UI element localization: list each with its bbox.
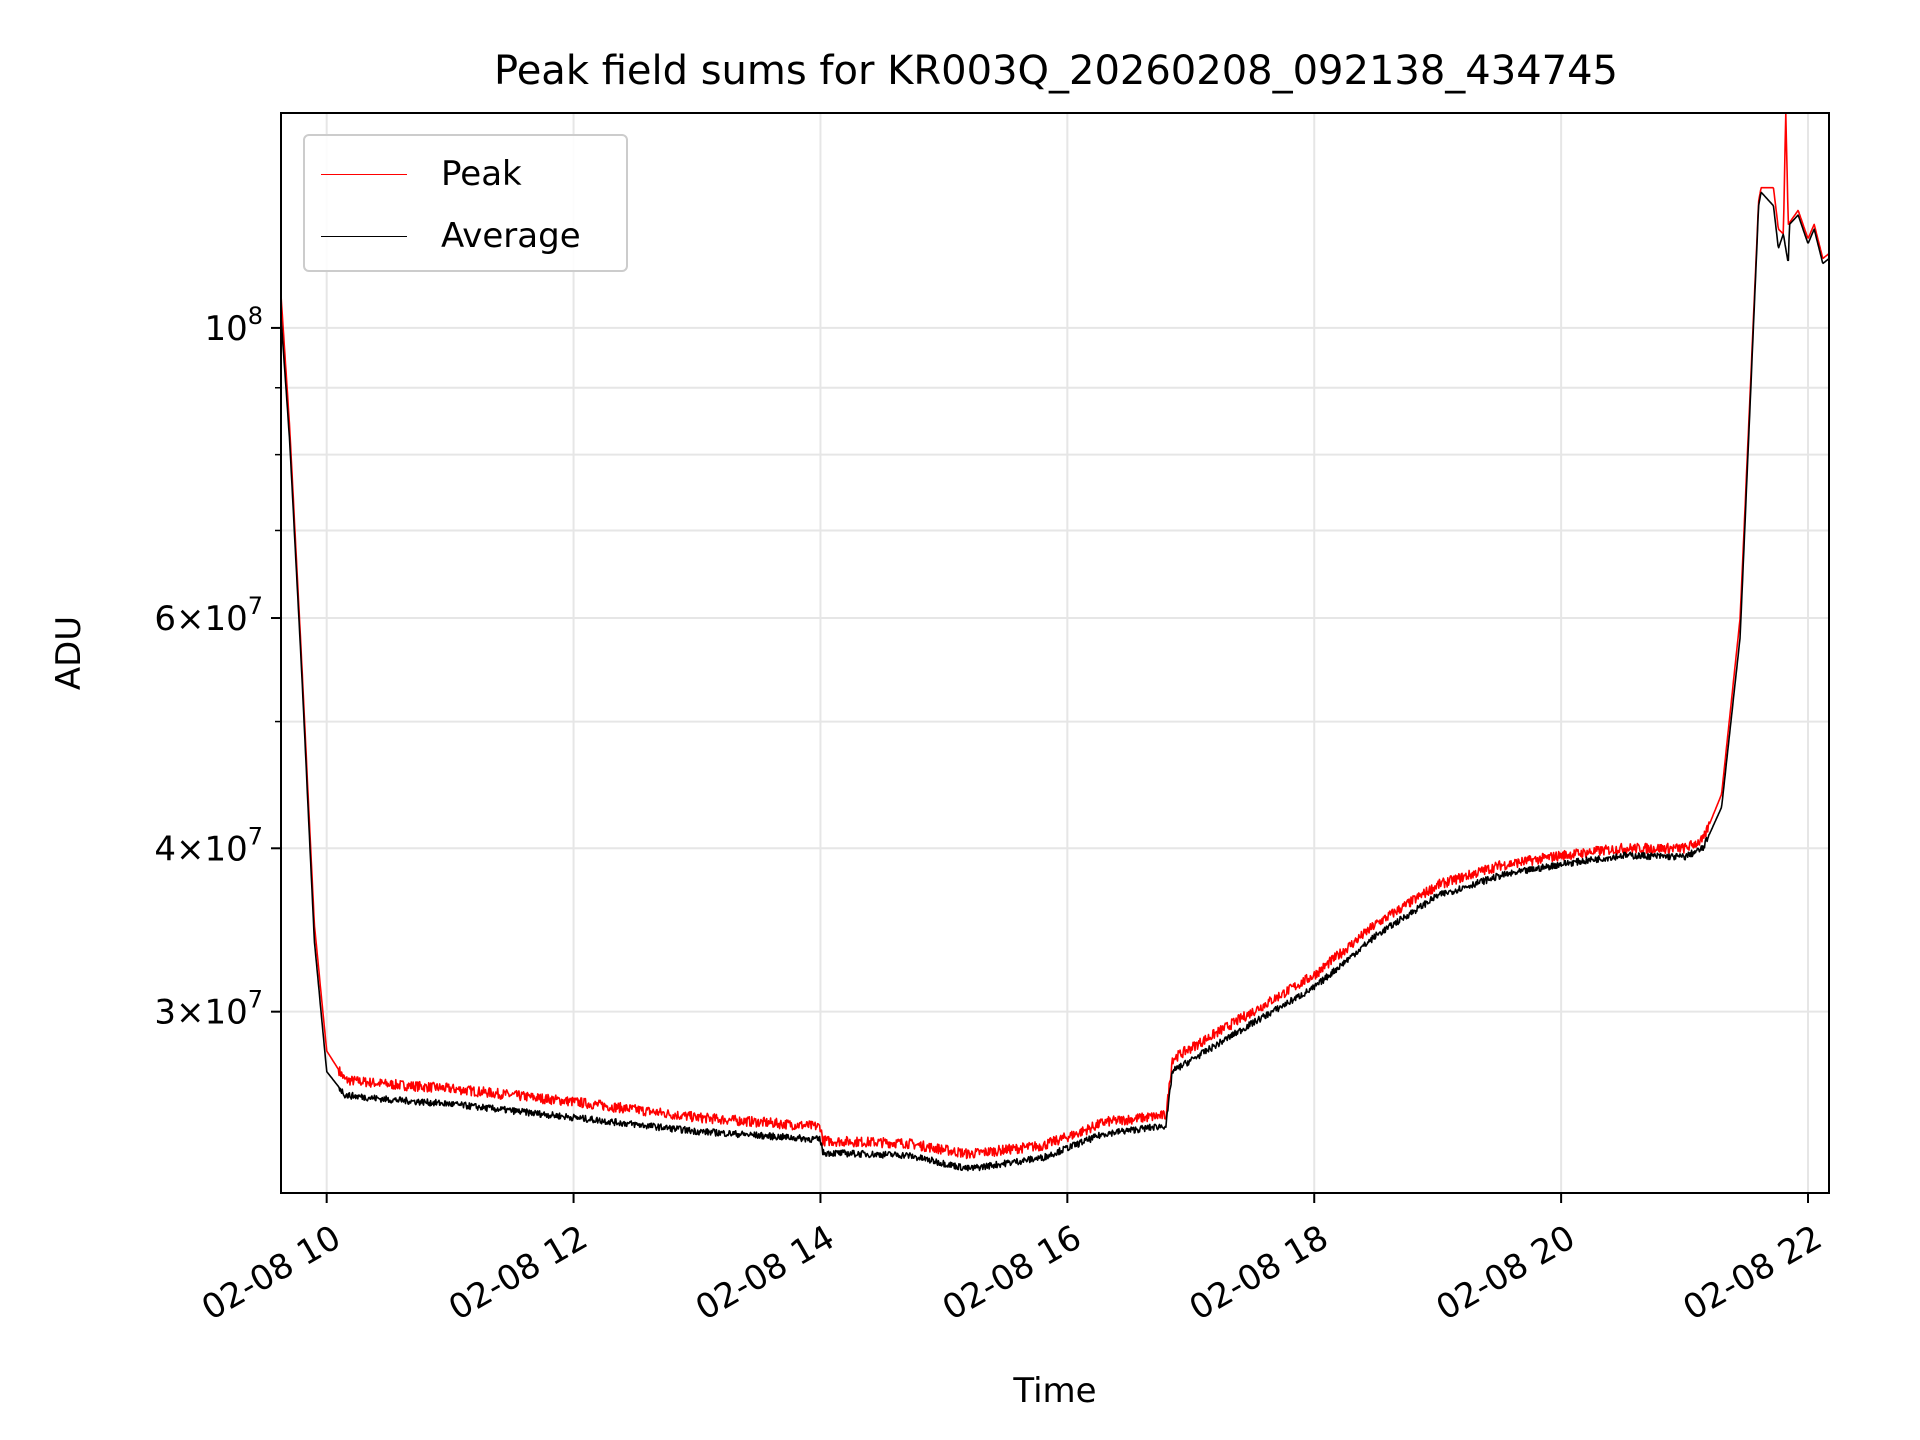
y-axis-label: ADU (49, 616, 89, 690)
legend-entry-average: Average (321, 216, 621, 256)
series-line-average (281, 191, 1829, 1172)
y-tick-label-exponent: 7 (248, 986, 263, 1014)
grid-lines (281, 113, 1829, 1193)
y-tick-label-exponent: 7 (248, 592, 263, 620)
legend-entry-peak: Peak (321, 154, 621, 194)
y-tick-label: 108 (204, 302, 263, 349)
plot-frame (280, 112, 1830, 1194)
x-axis-label: Time (1012, 1371, 1096, 1411)
legend: Peak Average (303, 134, 628, 272)
y-tick-label: 4×107 (154, 822, 263, 869)
legend-swatch-peak (321, 173, 407, 175)
y-tick-label-exponent: 7 (248, 822, 263, 850)
y-tick-label-base: 6×10 (154, 599, 247, 639)
legend-label-peak: Peak (441, 154, 522, 194)
y-tick-label-base: 3×10 (154, 993, 247, 1033)
y-tick-label: 3×107 (154, 986, 263, 1033)
series-layer (281, 113, 1829, 1172)
y-tick-label-base: 10 (204, 309, 247, 349)
y-tick-label-base: 4×10 (154, 829, 247, 869)
y-tick-label: 6×107 (154, 592, 263, 639)
chart-title: Peak field sums for KR003Q_20260208_0921… (494, 48, 1618, 94)
legend-label-average: Average (441, 216, 581, 256)
y-tick-label-exponent: 8 (248, 302, 263, 330)
legend-swatch-average (321, 235, 407, 237)
series-line-peak (281, 113, 1829, 1160)
